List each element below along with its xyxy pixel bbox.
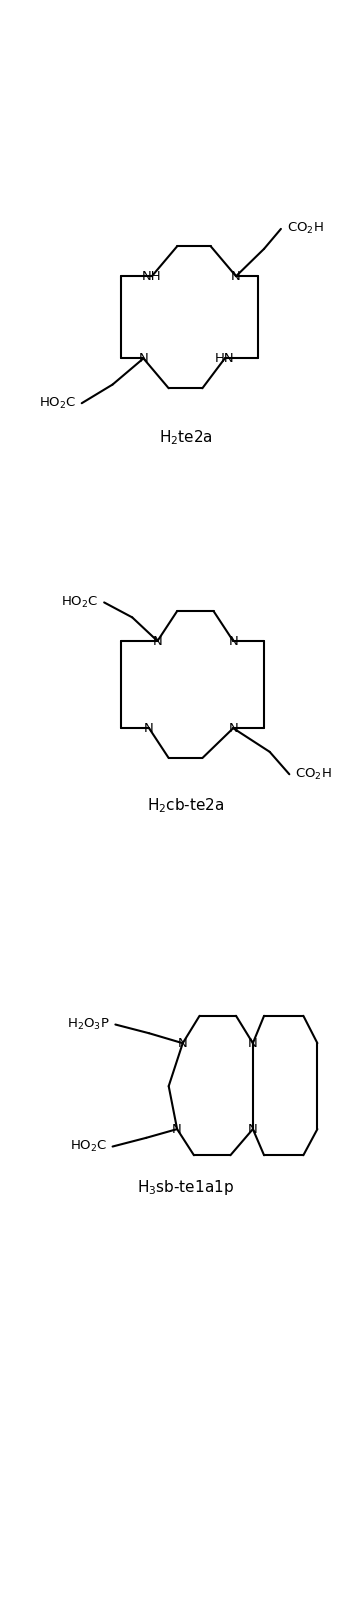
Text: H$_2$O$_3$P: H$_2$O$_3$P xyxy=(67,1017,110,1032)
Text: N: N xyxy=(139,353,148,365)
Text: N: N xyxy=(228,721,238,734)
Text: N: N xyxy=(248,1036,258,1049)
Text: N: N xyxy=(153,634,162,647)
Text: HN: HN xyxy=(215,353,235,365)
Text: H$_2$cb-te2a: H$_2$cb-te2a xyxy=(147,796,224,815)
Text: HO$_2$C: HO$_2$C xyxy=(39,396,76,411)
Text: N: N xyxy=(228,634,238,647)
Text: HO$_2$C: HO$_2$C xyxy=(70,1138,107,1155)
Text: N: N xyxy=(172,1122,182,1135)
Text: CO$_2$H: CO$_2$H xyxy=(287,222,323,236)
Text: H$_3$sb-te1a1p: H$_3$sb-te1a1p xyxy=(137,1179,234,1197)
Text: HO$_2$C: HO$_2$C xyxy=(61,595,98,610)
Text: CO$_2$H: CO$_2$H xyxy=(295,766,332,781)
Text: N: N xyxy=(231,270,241,283)
Text: N: N xyxy=(248,1122,258,1135)
Text: H$_2$te2a: H$_2$te2a xyxy=(159,429,212,448)
Text: N: N xyxy=(144,721,154,734)
Text: NH: NH xyxy=(142,270,162,283)
Text: N: N xyxy=(178,1036,188,1049)
